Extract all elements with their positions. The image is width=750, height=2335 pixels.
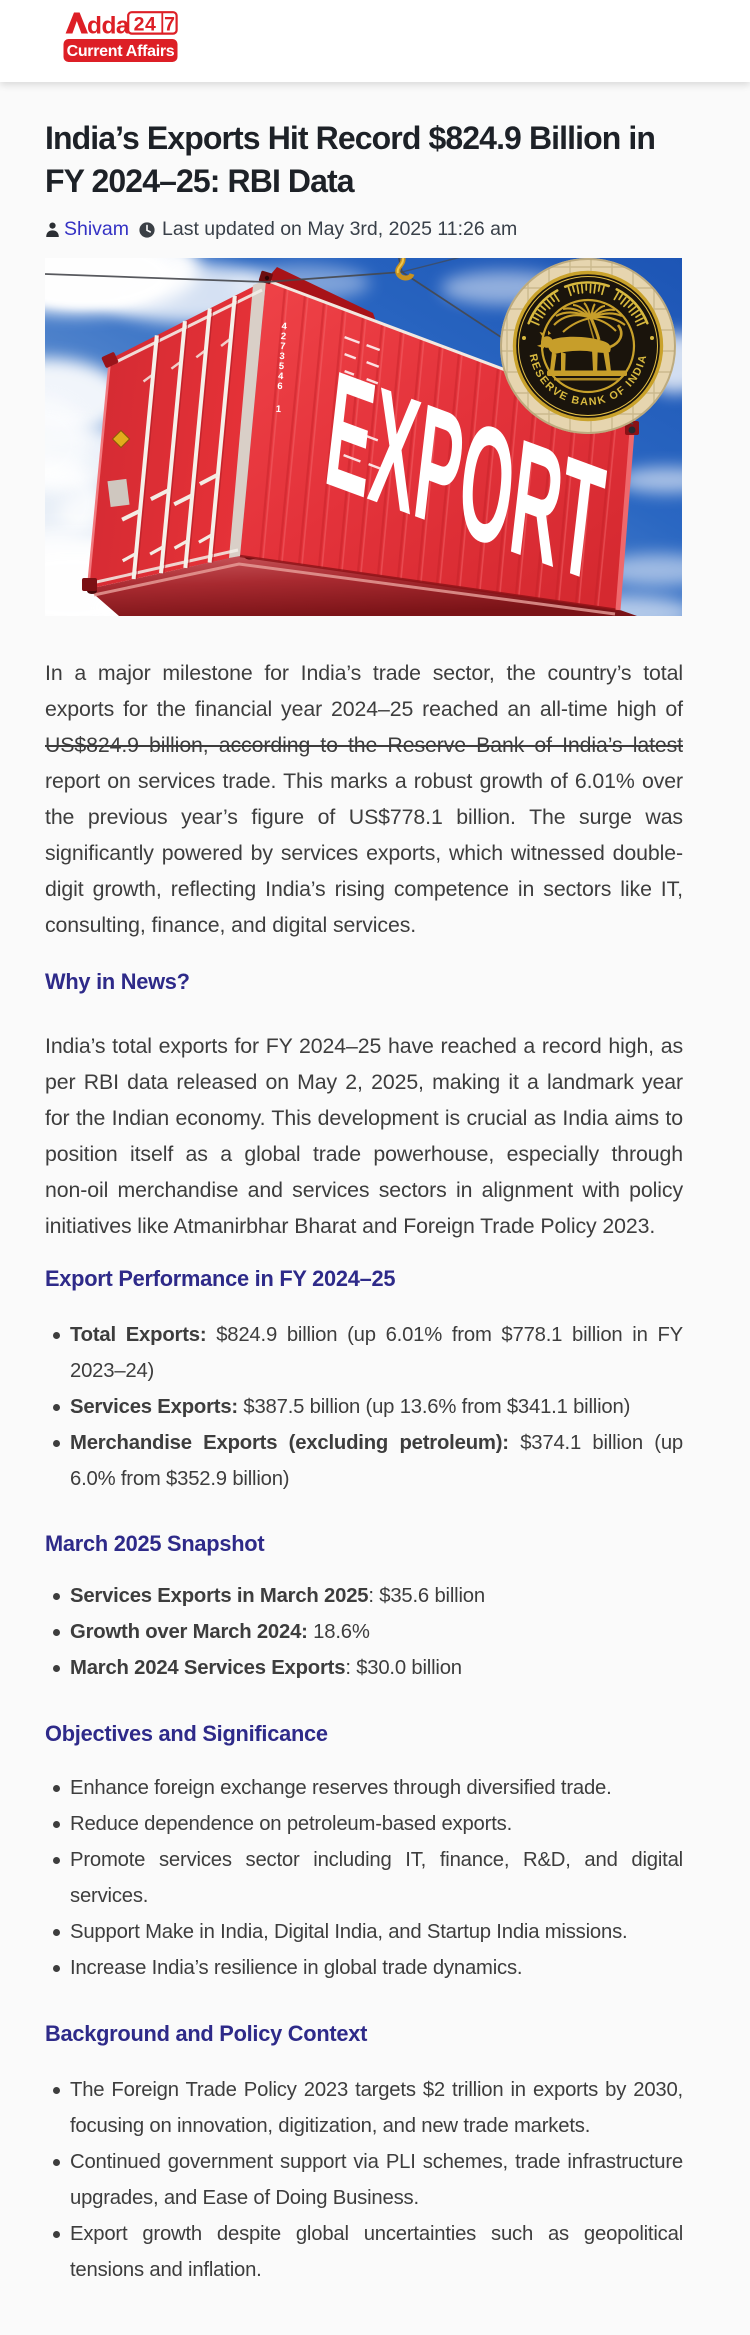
svg-text:7: 7 <box>164 14 175 36</box>
svg-text:dda: dda <box>87 13 130 40</box>
svg-text:Current Affairs: Current Affairs <box>67 43 175 60</box>
svg-text:6: 6 <box>277 381 283 392</box>
svg-text:24: 24 <box>134 14 157 36</box>
